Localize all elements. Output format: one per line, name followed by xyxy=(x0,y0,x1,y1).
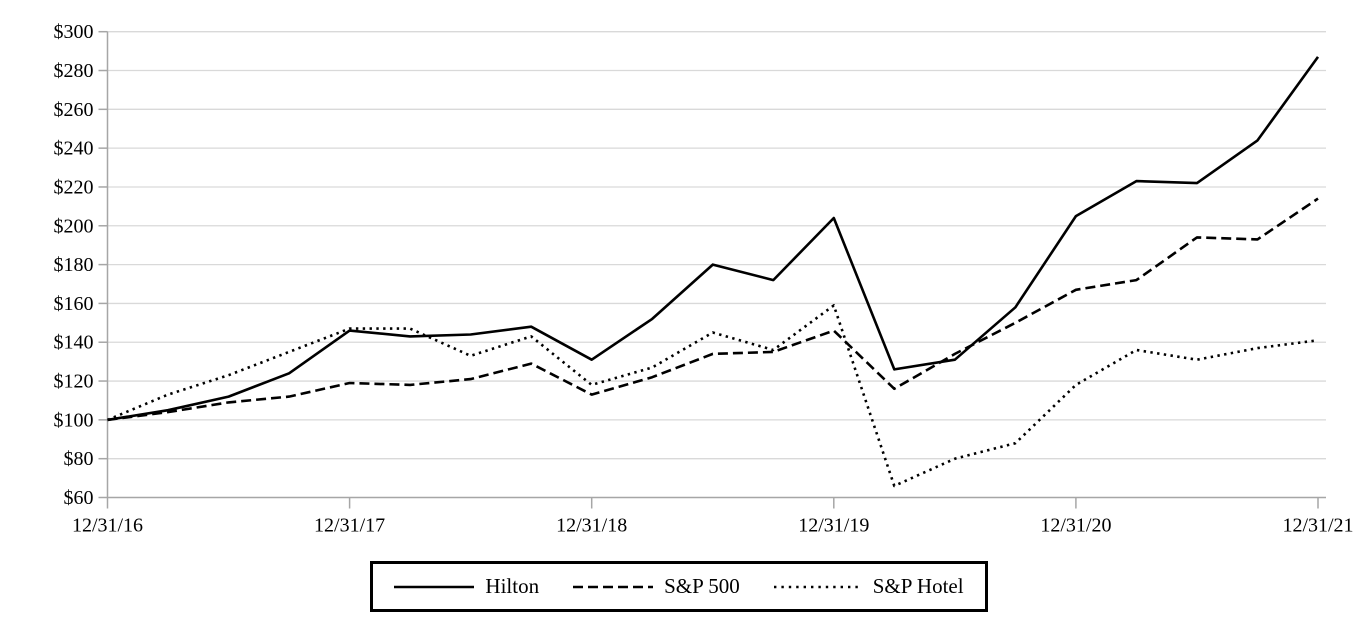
x-axis-label: 12/31/21 xyxy=(1282,515,1353,537)
y-axis-label: $180 xyxy=(54,254,94,276)
legend-label-hilton: Hilton xyxy=(485,574,540,598)
legend-label-sp-hotel: S&P Hotel xyxy=(872,574,964,598)
legend-item-sp500: S&P 500 xyxy=(573,574,740,599)
s-p-hotel-line xyxy=(106,304,1319,488)
x-axis-label: 12/31/19 xyxy=(798,515,869,537)
y-axis-label: $200 xyxy=(54,215,94,237)
y-axis-label: $220 xyxy=(54,176,94,198)
legend-swatch-dotted-icon xyxy=(773,585,862,588)
y-axis-label: $120 xyxy=(54,371,94,393)
legend-swatch-dashed-icon xyxy=(573,585,654,588)
chart-legend: Hilton S&P 500 S&P Hotel xyxy=(370,561,988,612)
y-axis-label: $100 xyxy=(54,409,94,431)
x-axis-label: 12/31/20 xyxy=(1040,515,1111,537)
s-p-500-line xyxy=(107,197,1319,422)
x-axis-label: 12/31/18 xyxy=(556,515,627,537)
performance-line-plot: $300 $280 $260 $240 $220 $200 $180 $160 $140 $120… xyxy=(54,21,1354,537)
y-axis-label: $300 xyxy=(54,21,94,43)
y-axis-label: $80 xyxy=(64,448,94,470)
y-axis-label: $260 xyxy=(54,99,94,121)
y-axis-label: $140 xyxy=(54,332,94,354)
legend-swatch-solid-icon xyxy=(394,585,475,588)
y-axis-label: $160 xyxy=(54,293,94,315)
x-axis-label: 12/31/17 xyxy=(314,515,385,537)
x-axis-label: 12/31/16 xyxy=(72,515,143,537)
hilton-line xyxy=(107,56,1320,422)
legend-item-hilton: Hilton xyxy=(394,574,539,599)
legend-item-sp-hotel: S&P Hotel xyxy=(773,574,964,599)
y-axis-label: $280 xyxy=(54,60,94,82)
legend-label-sp500: S&P 500 xyxy=(664,574,740,598)
y-axis-label: $240 xyxy=(54,138,94,160)
y-axis-label: $60 xyxy=(64,487,94,509)
